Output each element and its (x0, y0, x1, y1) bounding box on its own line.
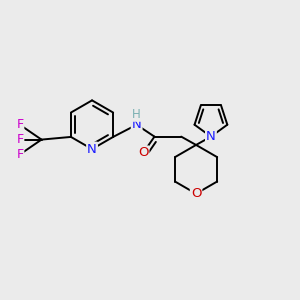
Text: N: N (132, 118, 142, 131)
Text: N: N (87, 142, 97, 156)
Text: N: N (206, 130, 216, 143)
Text: O: O (191, 187, 201, 200)
Text: F: F (16, 133, 23, 146)
Text: H: H (132, 108, 141, 121)
Text: O: O (138, 146, 148, 160)
Text: F: F (16, 148, 23, 161)
Text: F: F (16, 118, 23, 131)
